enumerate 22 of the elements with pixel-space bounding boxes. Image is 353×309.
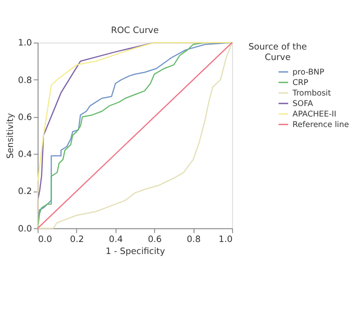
y-tick-label: 0.4 — [18, 150, 32, 160]
y-tick-label: 0.8 — [18, 76, 32, 86]
y-axis-title: Sensitivity — [6, 113, 16, 159]
y-tick-label: 0.2 — [18, 187, 32, 198]
x-tick-label: 0.4 — [108, 234, 124, 245]
x-tick-label: 1.0 — [218, 234, 233, 245]
legend-label: SOFA — [292, 99, 314, 108]
legend-label: pro-BNP — [292, 68, 324, 77]
x-tick-label: 0.6 — [148, 234, 162, 245]
legend-label: Trombosit — [292, 88, 331, 98]
chart-title: ROC Curve — [111, 26, 159, 36]
y-tick-label: 0.0 — [18, 224, 32, 234]
legend-label: APACHEE-II — [292, 110, 336, 119]
y-tick-label: 0.6 — [18, 112, 32, 123]
legend-label: Reference line — [292, 120, 350, 130]
x-tick-label: 0.8 — [186, 234, 201, 245]
x-tick-label: 0.2 — [70, 234, 84, 245]
x-axis-title: 1 - Specificity — [106, 247, 166, 258]
legend-title: Source of the Curve — [248, 42, 307, 64]
y-tick-label: 1.0 — [18, 38, 32, 49]
x-tick-label: 0.0 — [38, 234, 52, 245]
legend-label: CRP — [292, 78, 309, 88]
